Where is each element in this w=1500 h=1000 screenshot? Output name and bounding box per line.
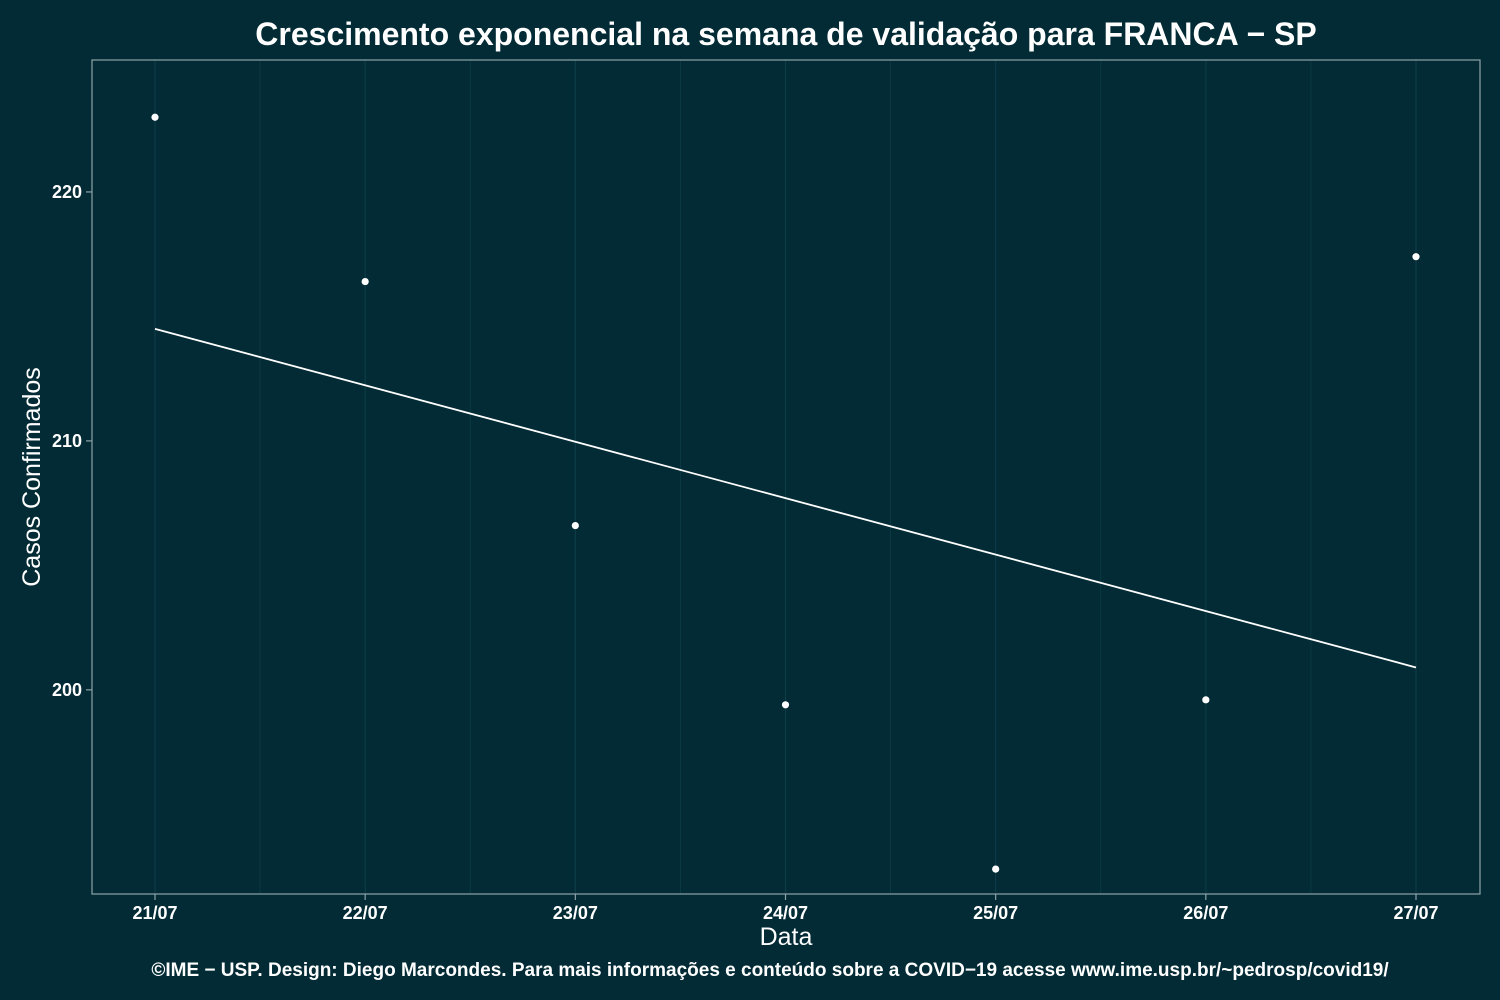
- x-tick-label-4: 24/07: [763, 903, 808, 923]
- grid-layer: [154, 60, 1417, 894]
- x-axis-title: Data: [760, 923, 813, 951]
- data-point-7: [1412, 253, 1420, 261]
- y-axis-title: Casos Confirmados: [18, 367, 46, 587]
- points-layer: [151, 113, 1420, 873]
- data-point-6: [1202, 696, 1210, 704]
- x-tick-label-5: 25/07: [973, 903, 1018, 923]
- y-tick-label-210: 210: [52, 431, 82, 451]
- trend-layer: [154, 328, 1417, 669]
- chart-title: Crescimento exponencial na semana de val…: [255, 16, 1316, 52]
- trend-line: [154, 328, 1417, 669]
- data-point-1: [151, 113, 159, 121]
- x-tick-label-7: 27/07: [1393, 903, 1438, 923]
- x-tick-label-1: 21/07: [132, 903, 177, 923]
- data-point-2: [361, 277, 369, 286]
- chart-caption: ©IME − USP. Design: Diego Marcondes. Par…: [151, 960, 1389, 981]
- data-point-3: [571, 521, 579, 530]
- y-tick-label-220: 220: [52, 182, 82, 202]
- y-tick-label-200: 200: [52, 680, 82, 700]
- y-axis-ticks: 200 210 220: [52, 182, 92, 700]
- x-tick-label-3: 23/07: [553, 903, 598, 923]
- data-point-4: [781, 701, 790, 709]
- x-tick-label-2: 22/07: [343, 903, 388, 923]
- x-axis-ticks: 21/07 22/07 23/07 24/07 25/07 26/07 27/07: [132, 894, 1439, 923]
- x-tick-label-6: 26/07: [1183, 903, 1228, 923]
- data-point-5: [992, 865, 1000, 873]
